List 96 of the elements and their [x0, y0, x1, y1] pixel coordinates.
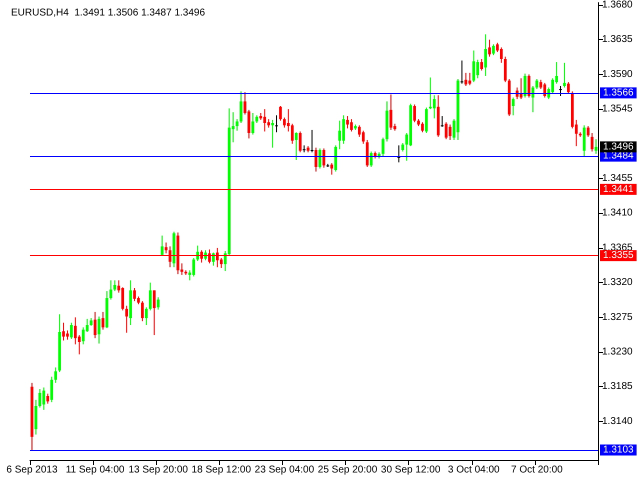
candlestick — [480, 58, 484, 72]
candlestick — [492, 44, 495, 56]
candlestick — [338, 120, 342, 150]
candlestick — [342, 114, 345, 144]
candlestick — [567, 82, 570, 94]
candlestick — [82, 326, 85, 345]
x-tick-label: 18 Sep 12:00 — [192, 464, 252, 476]
candlestick — [66, 330, 69, 340]
candlestick — [121, 286, 124, 311]
candlestick — [476, 59, 480, 79]
annotation: 1.3496 — [603, 141, 634, 152]
candlestick — [413, 104, 416, 123]
candlestick — [528, 74, 530, 98]
x-tick-label: 7 Oct 20:00 — [511, 464, 564, 476]
y-tick-label: 1.3275 — [602, 312, 634, 323]
candlestick — [283, 117, 286, 128]
y-tick-label: 1.3410 — [602, 208, 634, 219]
y-tick-label: 1.3455 — [602, 173, 634, 184]
candlestick — [382, 137, 384, 157]
candlestick — [294, 132, 298, 161]
candlestick — [102, 311, 104, 330]
candlestick — [346, 116, 349, 129]
candlestick — [500, 46, 503, 64]
candlestick — [484, 34, 487, 76]
x-tick-label: 3 Oct 04:00 — [448, 464, 500, 476]
candlestick — [524, 73, 526, 98]
y-tick-label: 1.3320 — [602, 277, 634, 288]
candlestick — [310, 129, 314, 153]
y-tick-label: 1.3230 — [602, 346, 634, 358]
candlestick — [62, 322, 65, 341]
candlestick — [594, 138, 598, 154]
candlestick — [251, 112, 254, 136]
x-tick-label: 23 Sep 04:00 — [254, 464, 315, 476]
candlestick — [448, 124, 452, 140]
ref-line-label: 1.3103 — [603, 444, 634, 456]
y-tick-label: 1.3590 — [602, 68, 634, 80]
candlestick — [460, 60, 464, 84]
candlestick — [156, 296, 160, 310]
candlestick — [34, 399, 38, 436]
candlestick — [362, 130, 365, 144]
candlestick — [432, 94, 436, 119]
candlestick — [133, 288, 136, 302]
candlestick — [148, 282, 152, 311]
candlestick — [535, 78, 538, 90]
candlestick — [94, 311, 96, 339]
candlestick — [240, 90, 242, 124]
candlestick — [236, 118, 238, 132]
candlestick — [397, 144, 400, 163]
candlestick — [109, 280, 112, 300]
candlestick — [46, 393, 50, 404]
candlestick — [421, 122, 424, 133]
candlestick — [275, 114, 278, 133]
candlestick — [520, 78, 522, 100]
candlestick — [279, 106, 282, 122]
candlestick — [504, 56, 507, 83]
x-tick-label: 25 Sep 20:00 — [318, 464, 378, 476]
candlestick — [141, 300, 144, 322]
x-tick-label: 11 Sep 04:00 — [66, 464, 125, 476]
candlestick — [70, 322, 73, 340]
candlestick — [298, 130, 302, 153]
ref-line-label: 1.3441 — [603, 184, 634, 195]
candlestick — [54, 366, 58, 384]
candlestick — [586, 126, 590, 138]
candlestick — [512, 97, 515, 116]
candlestick — [532, 85, 534, 113]
candlestick — [271, 119, 274, 148]
candlestick — [582, 124, 586, 157]
candlestick — [440, 116, 444, 128]
candlestick — [314, 147, 318, 172]
candlestick — [212, 252, 215, 266]
x-tick-label: 30 Sep 12:00 — [380, 464, 441, 476]
x-tick-label: 6 Sep 2013 — [6, 464, 58, 476]
candlestick — [559, 85, 562, 96]
y-tick-label: 1.3680 — [602, 0, 634, 10]
candlestick — [330, 162, 334, 176]
candlestick — [488, 39, 491, 58]
candlestick — [425, 107, 428, 134]
ref-line-label: 1.3566 — [603, 87, 634, 98]
candlestick — [318, 148, 322, 169]
text: EURUSD,H4 1.3491 1.3506 1.3487 1.3496 — [11, 8, 206, 18]
candlestick — [590, 132, 594, 152]
candlestick — [160, 235, 164, 256]
candlestick — [192, 257, 196, 277]
candlestick — [350, 118, 353, 132]
x-tick-label: 13 Sep 20:00 — [128, 464, 188, 476]
ref-line-label: 1.3355 — [603, 250, 634, 262]
candlestick — [38, 388, 42, 408]
y-tick-label: 1.3140 — [602, 416, 634, 427]
candlestick — [98, 316, 100, 344]
y-tick-label: 1.3635 — [602, 34, 634, 46]
candlestick — [50, 376, 54, 403]
candlestick — [390, 94, 392, 130]
candlestick — [42, 387, 46, 410]
candlestick — [563, 62, 566, 88]
y-tick-label: 1.3185 — [602, 381, 634, 392]
y-tick-label: 1.3545 — [602, 104, 634, 115]
